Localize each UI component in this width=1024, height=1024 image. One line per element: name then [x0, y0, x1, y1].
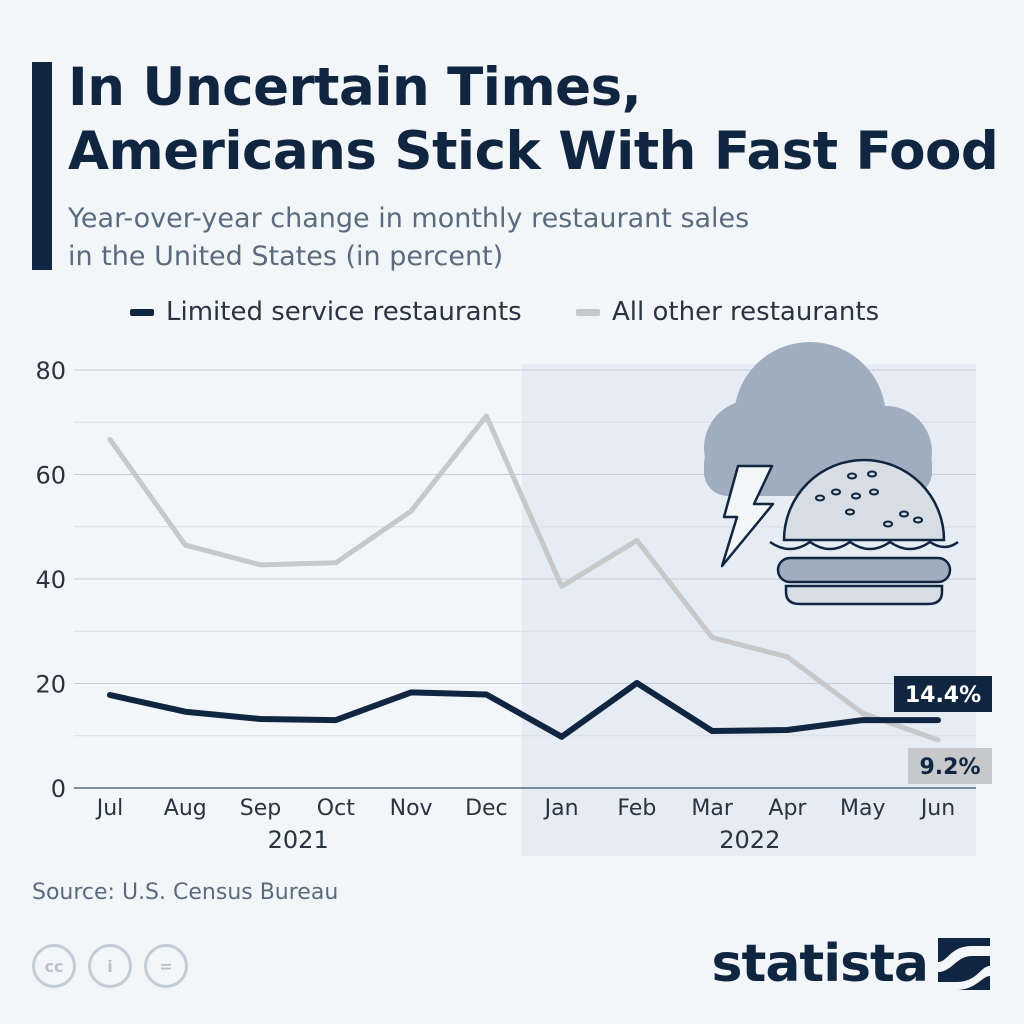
end-value-label: 14.4% — [905, 683, 981, 708]
storm-cloud-burger-illustration — [704, 342, 959, 606]
x-tick-label: Jun — [919, 796, 955, 821]
x-tick-label: Oct — [317, 796, 355, 821]
chart-title: In Uncertain Times, Americans Stick With… — [68, 56, 1008, 184]
legend-label-all-other: All other restaurants — [612, 297, 880, 327]
title-line-1: In Uncertain Times, — [68, 57, 642, 118]
x-tick-label: Jul — [95, 796, 124, 821]
series-line-all-other — [107, 413, 941, 743]
legend-label-limited-service: Limited service restaurants — [166, 297, 522, 327]
statista-logo[interactable]: statista — [712, 934, 990, 994]
x-tick-label: Sep — [240, 796, 281, 821]
labels-layer: 0 20 40 60 80 Jul Aug Sep Oct Nov Dec Jan Feb Mar Apr M… — [35, 357, 992, 854]
lightning-icon — [720, 464, 775, 568]
x-tick-label: Aug — [164, 796, 207, 821]
title-line-2: Americans Stick With Fast Food — [68, 121, 999, 182]
y-tick-label: 80 — [35, 357, 66, 385]
y-tick-label: 0 — [51, 775, 66, 803]
x-tick-label: Jan — [543, 796, 579, 821]
x-tick-label: Dec — [465, 796, 508, 821]
legend-swatch-limited-service — [130, 308, 154, 316]
x-tick-label: Apr — [768, 796, 807, 821]
y-tick-label: 60 — [35, 462, 66, 490]
year-label: 2022 — [719, 826, 780, 854]
end-value-label: 9.2% — [919, 755, 980, 780]
y-tick-label: 20 — [35, 671, 66, 699]
chart-subtitle: Year-over-year change in monthly restaur… — [68, 200, 928, 276]
end-label-box — [894, 676, 992, 712]
x-tick-label: Mar — [691, 796, 733, 821]
legend-swatch-all-other — [576, 308, 600, 316]
no-derivatives-icon[interactable]: = — [144, 944, 188, 988]
chart-legend: Limited service restaurants All other re… — [0, 292, 1024, 332]
attribution-icon[interactable]: i — [88, 944, 132, 988]
title-accent-bar — [32, 62, 52, 270]
series-layer — [107, 413, 941, 743]
y-tick-label: 40 — [35, 566, 66, 594]
x-tick-label: Feb — [617, 796, 656, 821]
end-label-box — [908, 748, 992, 784]
creative-commons-icon[interactable]: cc — [32, 944, 76, 988]
subtitle-line-1: Year-over-year change in monthly restaur… — [68, 203, 750, 234]
legend-item-limited-service: Limited service restaurants — [130, 292, 522, 332]
x-tick-label: May — [840, 796, 885, 821]
brand-name: statista — [711, 934, 929, 994]
burger-icon — [769, 458, 959, 606]
series-line-limited-service — [107, 679, 941, 740]
license-icons: cc i = — [32, 944, 188, 988]
x-tick-label: Nov — [390, 796, 433, 821]
source-note: Source: U.S. Census Bureau — [32, 880, 339, 905]
subtitle-line-2: in the United States (in percent) — [68, 241, 504, 272]
statista-mark-icon — [938, 938, 990, 990]
legend-item-all-other: All other restaurants — [576, 292, 879, 332]
year-label: 2021 — [268, 826, 329, 854]
